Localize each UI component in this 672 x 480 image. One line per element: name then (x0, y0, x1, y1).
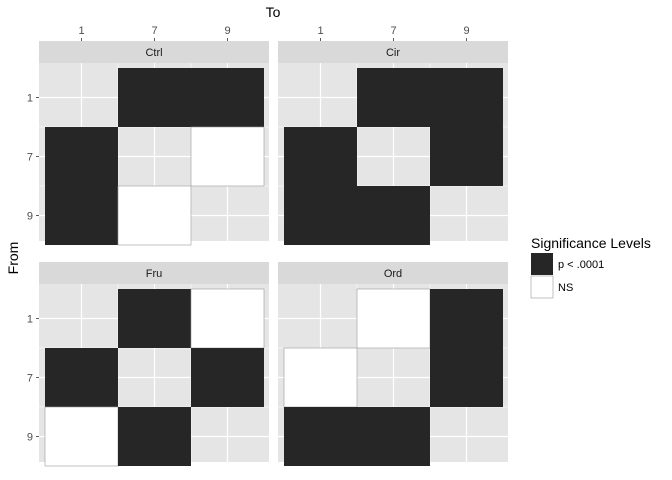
y-axis-title: From (5, 242, 21, 275)
x-tick-label: 7 (390, 25, 396, 37)
heatmap-cell-7-to-9 (191, 348, 264, 407)
x-tick-label: 9 (463, 25, 469, 37)
heatmap-cell-1-to-7 (357, 68, 430, 127)
facet-strip (39, 41, 269, 63)
y-tick-label: 9 (27, 211, 33, 223)
heatmap-cell-1-to-7 (356, 288, 431, 349)
heatmap-cell-7-to-9 (190, 126, 265, 187)
facet-strip-label: Fru (146, 268, 163, 280)
x-tick-label: 9 (224, 25, 230, 37)
heatmap-cell-9-to-1 (284, 407, 357, 466)
legend-label: NS (558, 282, 573, 294)
y-tick-label: 9 (27, 432, 33, 444)
heatmap-cell-1-to-9 (430, 68, 503, 127)
heatmap-cell-9-to-7 (118, 407, 191, 466)
facet-strip (39, 262, 269, 284)
legend-key (530, 275, 554, 299)
heatmap-cell-7-to-9 (430, 127, 503, 186)
heatmap-cell-1-to-9 (190, 288, 265, 349)
heatmap-cell-7-to-1 (45, 127, 118, 186)
facet-strip (278, 41, 508, 63)
facet-strip-label: Ord (384, 268, 402, 280)
heatmap-cell-7-to-1 (45, 348, 118, 407)
y-tick-label: 1 (27, 314, 33, 326)
heatmap-cell-1-to-7 (118, 289, 191, 348)
facet-panels: Ctrl 1 7 9 Cir Fru 1 7 9 Ord (27, 41, 508, 467)
facet-ord: Ord (278, 262, 508, 466)
heatmap-cell-7-to-1 (284, 127, 357, 186)
facet-ctrl: Ctrl 1 7 9 (27, 41, 269, 246)
y-tick-label: 7 (27, 373, 33, 385)
heatmap-cell-1-to-7 (118, 68, 191, 127)
x-tick-label: 7 (151, 25, 157, 37)
x-tick-label: 1 (317, 25, 323, 37)
y-tick-label: 7 (27, 152, 33, 164)
x-axis-title: To (266, 4, 281, 20)
legend-item-ns: NS (530, 275, 573, 299)
heatmap-cell-7-to-9 (430, 348, 503, 407)
heatmap-cell-9-to-1 (44, 406, 119, 467)
legend-title: Significance Levels (531, 235, 651, 251)
heatmap-cell-9-to-1 (45, 186, 118, 245)
heatmap-cell-1-to-9 (430, 289, 503, 348)
heatmap-cell-9-to-7 (357, 407, 430, 466)
legend: Significance Levels p < .0001 NS (530, 235, 651, 299)
x-tick-label: 1 (78, 25, 84, 37)
facet-strip-label: Ctrl (145, 47, 162, 59)
heatmap-cell-7-to-1 (283, 347, 358, 408)
facet-cir: Cir (278, 41, 508, 245)
facet-fru: Fru 1 7 9 (27, 262, 269, 467)
legend-item-p-0001: p < .0001 (531, 253, 604, 275)
facet-strip (278, 262, 508, 284)
heatmap-cell-9-to-7 (117, 185, 192, 246)
heatmap-cell-9-to-7 (357, 186, 430, 245)
legend-label: p < .0001 (558, 259, 604, 271)
facet-strip-label: Cir (386, 47, 400, 59)
legend-key (531, 253, 553, 275)
heatmap-cell-9-to-1 (284, 186, 357, 245)
y-tick-label: 1 (27, 93, 33, 105)
heatmap-cell-1-to-9 (191, 68, 264, 127)
